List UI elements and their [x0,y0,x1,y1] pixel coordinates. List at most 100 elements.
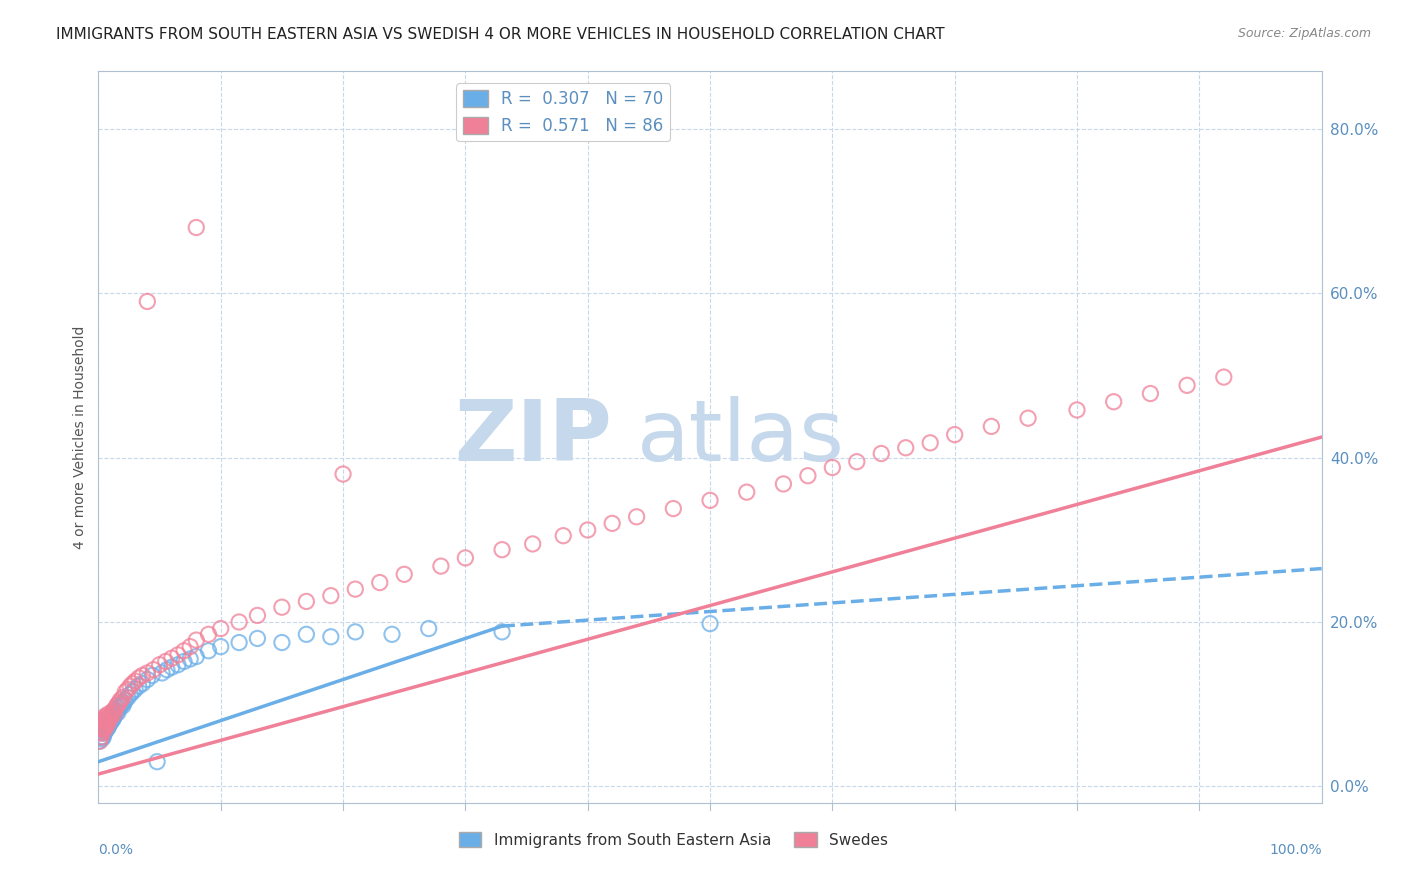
Point [141,668,163,682]
Point [101,706,124,720]
Point [870,446,893,460]
Point [209,622,232,636]
Point [96,717,118,731]
Point [228,615,250,629]
Point [197,627,219,641]
Point [332,467,354,481]
Point [107,706,129,720]
Point [98,717,121,731]
Point [107,697,129,711]
Point [344,624,367,639]
Point [91,720,114,734]
Point [121,676,143,690]
Point [146,755,169,769]
Point [1017,411,1039,425]
Point [167,657,190,672]
Point [392,567,416,582]
Point [1066,403,1088,417]
Point [93,717,115,731]
Point [114,693,136,707]
Point [112,696,135,710]
Point [156,663,179,677]
Point [91,723,114,738]
Point [197,644,219,658]
Point [91,730,114,744]
Point [101,706,124,721]
Point [91,723,114,738]
Point [894,441,917,455]
Point [699,493,721,508]
Point [576,523,599,537]
Point [980,419,1002,434]
Point [90,730,112,744]
Point [136,294,159,309]
Point [110,693,132,707]
Point [821,460,844,475]
Point [97,714,120,728]
Point [91,714,114,728]
Point [270,635,294,649]
Point [943,427,966,442]
Point [93,715,115,730]
Point [101,714,124,728]
Point [155,655,177,669]
Point [270,600,294,615]
Point [553,529,575,543]
Point [186,633,208,648]
Point [117,690,139,705]
Point [91,717,114,731]
Point [735,485,758,500]
Point [772,477,794,491]
Point [491,542,513,557]
Point [149,657,172,672]
Point [128,679,150,693]
Point [136,673,159,687]
Point [246,608,269,623]
Point [179,640,201,654]
Point [295,594,318,608]
Point [124,674,146,689]
Point [100,715,122,730]
Point [117,682,139,697]
Point [246,632,269,646]
Text: Source: ZipAtlas.com: Source: ZipAtlas.com [1237,27,1371,40]
Point [90,722,112,736]
Point [600,516,623,531]
Point [344,582,367,596]
Point [89,726,111,740]
Point [186,649,208,664]
Point [91,712,114,726]
Point [90,717,112,731]
Point [142,663,165,677]
Point [108,701,131,715]
Point [228,635,250,649]
Legend: Immigrants from South Eastern Asia, Swedes: Immigrants from South Eastern Asia, Swed… [453,825,894,854]
Point [626,509,648,524]
Point [381,627,404,641]
Point [100,709,122,723]
Point [295,627,318,641]
Point [209,640,232,654]
Point [96,717,118,731]
Point [150,665,173,680]
Text: ZIP: ZIP [454,395,612,479]
Point [93,726,115,740]
Point [91,726,114,740]
Point [797,468,820,483]
Point [96,712,118,726]
Point [920,435,942,450]
Point [1212,370,1234,384]
Point [186,220,208,235]
Point [1175,378,1198,392]
Point [120,679,142,693]
Point [121,685,143,699]
Text: IMMIGRANTS FROM SOUTH EASTERN ASIA VS SWEDISH 4 OR MORE VEHICLES IN HOUSEHOLD CO: IMMIGRANTS FROM SOUTH EASTERN ASIA VS SW… [56,27,945,42]
Point [105,698,128,713]
Point [94,720,117,734]
Text: 0.0%: 0.0% [98,843,134,857]
Point [128,671,150,685]
Point [91,715,114,730]
Point [418,622,440,636]
Point [93,714,115,728]
Point [94,720,117,734]
